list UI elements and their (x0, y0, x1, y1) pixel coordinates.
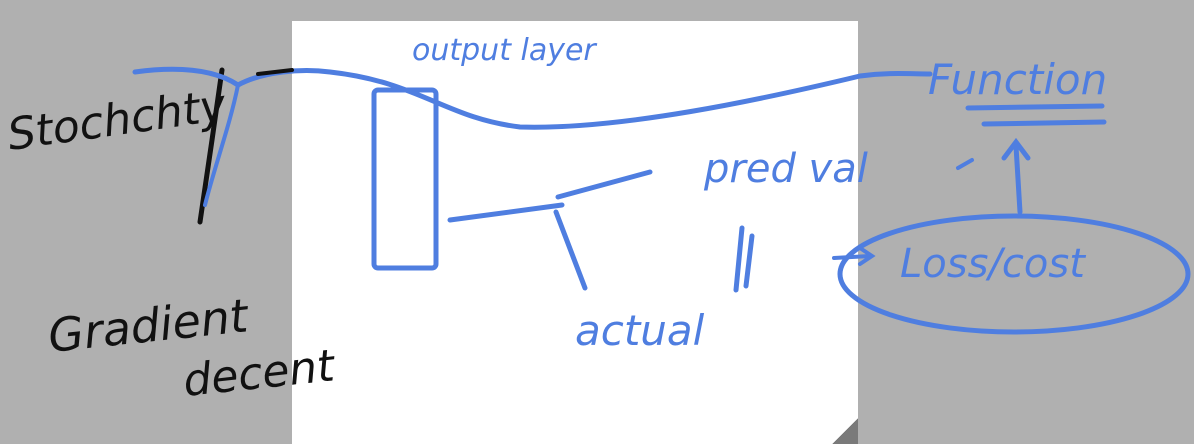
line-to-actual (447, 202, 565, 223)
note-actual: actual (575, 306, 705, 355)
line-to-pred-val (555, 169, 653, 200)
note-output-layer: output layer (412, 33, 597, 68)
arrow-up-to-function (1001, 137, 1031, 215)
loss-cost-ellipse (837, 213, 1191, 335)
arrow-mark-black (256, 68, 294, 76)
page-curl-corner (832, 418, 858, 444)
stochastic-underline-stroke (203, 83, 240, 207)
output-layer-box (371, 87, 439, 271)
note-descent: decent (181, 340, 339, 407)
note-loss-cost: Loss/cost (900, 241, 1086, 287)
note-stochastic: Stochchty (4, 80, 229, 161)
function-underline (965, 103, 1107, 127)
arrow-to-loss (832, 246, 876, 266)
line-down-to-actual (553, 209, 588, 291)
pred-val-tail-stroke (956, 158, 974, 170)
double-bar-mark (733, 225, 755, 293)
note-pred-val: pred val (703, 146, 868, 192)
black-stroke (197, 67, 225, 225)
connector-curve-top (132, 66, 933, 130)
note-function: Function (928, 55, 1107, 104)
